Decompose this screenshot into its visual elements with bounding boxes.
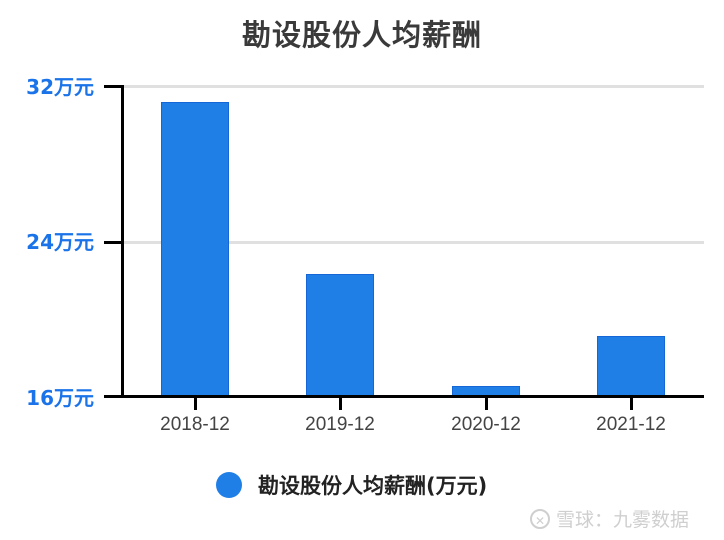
x-tick-2021 bbox=[630, 396, 633, 410]
gridline-24 bbox=[122, 241, 704, 244]
y-axis bbox=[121, 85, 124, 398]
x-tick-2018 bbox=[194, 396, 197, 410]
y-label-24: 24万元 bbox=[26, 230, 94, 254]
x-axis bbox=[104, 395, 704, 398]
legend-marker-icon bbox=[216, 472, 242, 498]
y-tick-24 bbox=[104, 241, 122, 244]
legend[interactable]: 勘设股份人均薪酬(万元) bbox=[216, 470, 487, 500]
legend-label: 勘设股份人均薪酬(万元) bbox=[258, 474, 488, 498]
xueqiu-logo-icon: ✕ bbox=[530, 508, 550, 529]
bar-2018-12[interactable] bbox=[160, 101, 229, 396]
x-tick-2020 bbox=[485, 396, 488, 410]
gridline-32 bbox=[122, 85, 704, 88]
y-label-16: 16万元 bbox=[26, 386, 94, 410]
x-label-2019: 2019-12 bbox=[305, 414, 375, 435]
watermark-text: 雪球：九雾数据 bbox=[556, 509, 690, 531]
y-tick-32 bbox=[104, 85, 122, 88]
chart-title: 勘设股份人均薪酬 bbox=[241, 18, 482, 52]
y-label-32: 32万元 bbox=[26, 75, 94, 99]
x-label-2021: 2021-12 bbox=[596, 414, 666, 435]
bar-2019-12[interactable] bbox=[306, 273, 375, 396]
bar-2021-12[interactable] bbox=[597, 335, 666, 396]
x-label-2018: 2018-12 bbox=[160, 414, 230, 435]
watermark: ✕ 雪球：九雾数据 bbox=[530, 505, 689, 532]
x-tick-2019 bbox=[339, 396, 342, 410]
x-label-2020: 2020-12 bbox=[451, 414, 521, 435]
